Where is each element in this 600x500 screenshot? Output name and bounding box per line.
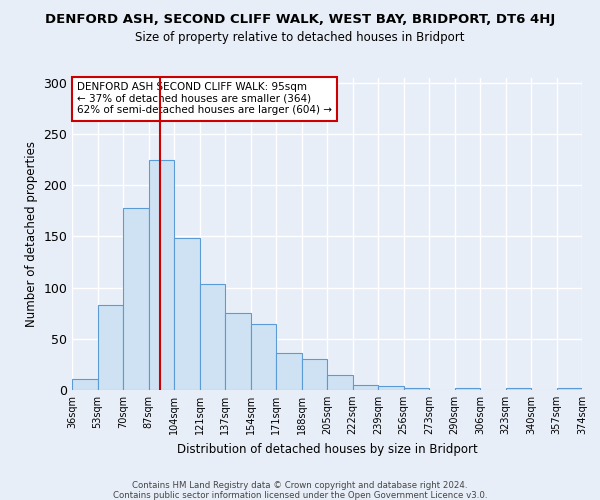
- Bar: [251, 324, 276, 390]
- Bar: [199, 284, 225, 390]
- Bar: [72, 378, 97, 390]
- Text: Contains public sector information licensed under the Open Government Licence v3: Contains public sector information licen…: [113, 491, 487, 500]
- Bar: [225, 313, 251, 390]
- Bar: [149, 160, 174, 390]
- X-axis label: Distribution of detached houses by size in Bridport: Distribution of detached houses by size …: [176, 442, 478, 456]
- Bar: [455, 388, 480, 390]
- Bar: [276, 353, 302, 390]
- Bar: [505, 388, 531, 390]
- Text: Contains HM Land Registry data © Crown copyright and database right 2024.: Contains HM Land Registry data © Crown c…: [132, 481, 468, 490]
- Text: Size of property relative to detached houses in Bridport: Size of property relative to detached ho…: [135, 31, 465, 44]
- Bar: [97, 305, 123, 390]
- Y-axis label: Number of detached properties: Number of detached properties: [25, 141, 38, 327]
- Text: DENFORD ASH, SECOND CLIFF WALK, WEST BAY, BRIDPORT, DT6 4HJ: DENFORD ASH, SECOND CLIFF WALK, WEST BAY…: [45, 12, 555, 26]
- Bar: [378, 386, 404, 390]
- Bar: [404, 388, 429, 390]
- Bar: [327, 374, 353, 390]
- Text: DENFORD ASH SECOND CLIFF WALK: 95sqm
← 37% of detached houses are smaller (364)
: DENFORD ASH SECOND CLIFF WALK: 95sqm ← 3…: [77, 82, 332, 116]
- Bar: [353, 385, 378, 390]
- Bar: [557, 388, 582, 390]
- Bar: [302, 360, 327, 390]
- Bar: [123, 208, 149, 390]
- Bar: [174, 238, 199, 390]
